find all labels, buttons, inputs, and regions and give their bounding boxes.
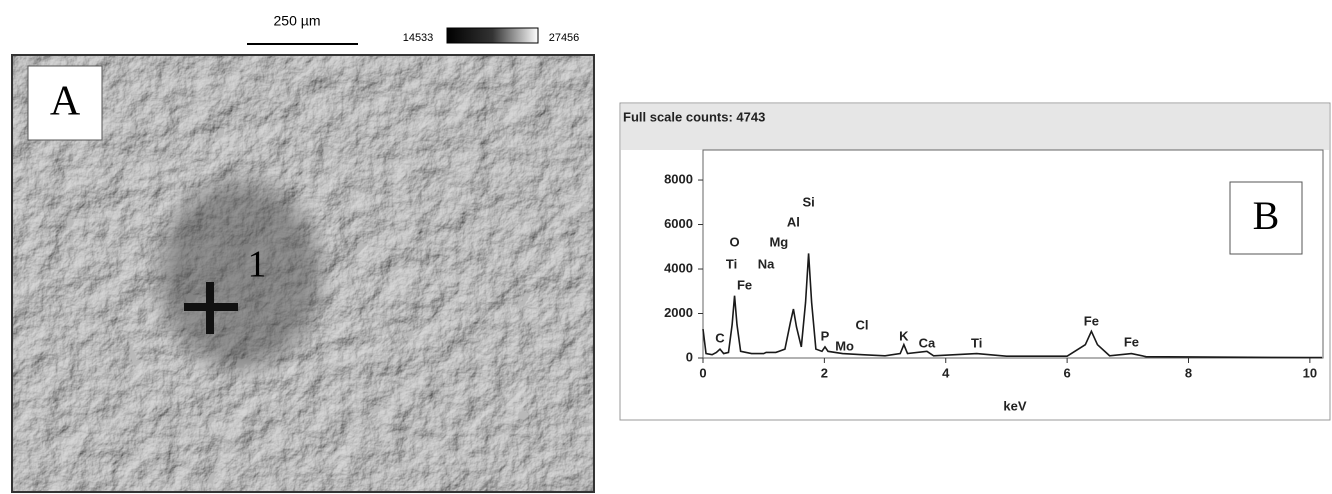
label-box [1229,181,1303,255]
peak-label: Fe [1084,313,1099,328]
chart-title: Full scale counts: 4743 [623,109,765,124]
x-axis-label: keV [1003,398,1026,413]
peak-label: Ti [726,256,737,271]
spectrum-line [702,253,1322,359]
peak-label: Ti [971,335,982,350]
intensity-max: 27456 [549,32,580,44]
peak-label: Al [787,214,800,229]
y-tick-label: 4000 [664,260,693,275]
peak-label: P [821,328,830,343]
peak-label: Fe [737,277,752,292]
peak-label: Cl [855,317,868,332]
pit [145,165,335,385]
y-tick-label: 2000 [664,305,693,320]
peak-label: Na [758,256,775,271]
peak-label: Mo [835,338,854,353]
x-tick-label: 2 [821,365,828,380]
peak-label: K [899,328,909,343]
panel-label: A [50,79,81,125]
peak-label: Si [802,194,814,209]
panel-b: Full scale counts: 4743 B keV 0 2000 4000 6… [619,102,1331,421]
peak-label: C [715,330,725,345]
point-label: 1 [248,244,267,286]
cross-marker [184,282,238,334]
intensity-min: 14533 [403,32,434,44]
panel-label: B [1253,193,1280,238]
label-box [27,65,103,141]
header-band [621,104,1329,150]
x-tick-label: 6 [1064,365,1071,380]
y-tick-label: 8000 [664,171,693,186]
panel-a: 250 µm 14533 27456 A 1 [11,13,595,493]
scale-label: 250 µm [274,13,321,29]
plot-area [702,149,1324,359]
peak-label: Mg [769,234,788,249]
x-tick-label: 4 [942,365,950,380]
x-tick-label: 10 [1303,365,1317,380]
x-tick-label: 0 [699,365,706,380]
color-bar [446,27,539,44]
peak-label: Fe [1124,334,1139,349]
image-border [11,54,595,493]
y-tick-label: 0 [686,349,693,364]
peak-label: Ca [919,335,936,350]
y-tick-label: 6000 [664,216,693,231]
peak-label: O [729,234,739,249]
x-tick-label: 8 [1185,365,1192,380]
